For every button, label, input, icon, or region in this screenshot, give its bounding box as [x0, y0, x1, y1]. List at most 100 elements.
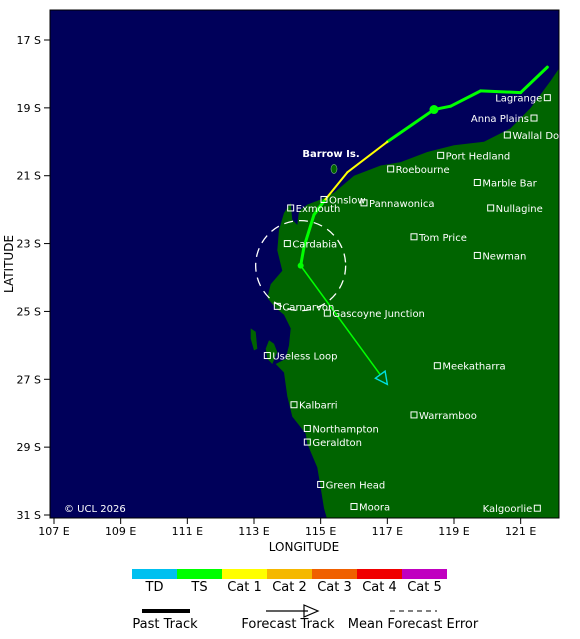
town-label: Anna Plains [471, 114, 529, 125]
x-axis-title: LONGITUDE [269, 540, 339, 554]
x-axis-ticks: 107 E 109 E 111 E 113 E 115 E 117 E 119 E 121 E [38, 518, 536, 538]
past-track-segment [302, 213, 316, 249]
town-label: Warramboo [419, 411, 477, 422]
legend-swatch [222, 569, 267, 579]
town-label: Pannawonica [369, 199, 435, 210]
legend-swatch [402, 569, 447, 579]
x-tick-label: 121 E [505, 525, 536, 538]
x-tick-label: 111 E [172, 525, 203, 538]
town-label: Nullagine [496, 204, 543, 215]
forecast-track [300, 265, 389, 386]
past-track-segment [346, 140, 389, 174]
y-tick-label: 21 S [17, 170, 41, 183]
past-track-segment [385, 108, 436, 144]
plot-frame [49, 9, 560, 519]
y-tick-label: 23 S [17, 238, 41, 251]
past-track [297, 65, 549, 269]
town-marker [473, 251, 481, 259]
forecast-track-line [300, 265, 381, 376]
town-marker [437, 151, 445, 159]
town-label: Moora [359, 503, 390, 514]
town-label: Carnarvon [282, 302, 334, 313]
y-tick-label: 17 S [17, 34, 41, 47]
town-label: Kalbarri [299, 401, 338, 412]
town-label: Port Hedland [446, 151, 511, 162]
town-label: Marble Bar [482, 179, 537, 190]
track-legend: Past Track Forecast Track Mean Forecast … [132, 604, 479, 632]
x-tick-label: 115 E [305, 525, 336, 538]
y-axis-title: LATITUDE [2, 235, 16, 293]
past-track-segment [312, 199, 326, 217]
town-marker [543, 94, 551, 102]
forecast-track-legend-label: Forecast Track [241, 617, 335, 632]
legend-swatch [357, 569, 402, 579]
town-marker [263, 352, 271, 360]
town-marker [350, 503, 358, 511]
town-marker [360, 199, 368, 207]
town-label: Wallal Downs [512, 131, 579, 142]
legend-category-label: TD [145, 580, 164, 595]
town-label: Lagrange [495, 94, 542, 105]
town-label: Newman [482, 251, 526, 262]
town-label: Onslow [329, 195, 366, 206]
x-tick-label: 113 E [238, 525, 269, 538]
town-label: Useless Loop [272, 352, 337, 363]
past-track-segment [449, 89, 483, 108]
australia-landmass [267, 68, 559, 518]
barrow-island-label: Barrow Is. [302, 149, 359, 160]
legend-category-label: Cat 3 [317, 580, 352, 595]
town-label: Geraldton [312, 438, 362, 449]
legend-swatch [267, 569, 312, 579]
legend-category-label: Cat 2 [272, 580, 307, 595]
town-marker [433, 362, 441, 370]
town-label: Northampton [312, 424, 379, 435]
town-marker [273, 302, 281, 310]
legend-category-label: Cat 1 [227, 580, 262, 595]
forecast-track-arrowhead [374, 369, 389, 386]
past-track-legend-label: Past Track [132, 617, 198, 632]
copyright-text: © UCL 2026 [64, 504, 126, 515]
legend-category-label: TS [190, 580, 207, 595]
category-legend: TD TS Cat 1 Cat 2 Cat 3 Cat 4 Cat 5 [132, 569, 447, 595]
forecast-track-legend-arrow [303, 604, 320, 618]
y-axis-ticks: 17 S 19 S 21 S 23 S 25 S 27 S 29 S 31 S [17, 34, 50, 522]
town-label: Cardabia [292, 240, 337, 251]
legend-category-label: Cat 4 [362, 580, 397, 595]
legend-swatch [312, 569, 357, 579]
town-marker [410, 233, 418, 241]
town-marker [323, 309, 331, 317]
town-marker [283, 240, 291, 248]
x-tick-label: 119 E [438, 525, 469, 538]
y-tick-label: 27 S [17, 373, 41, 386]
town-label: Exmouth [296, 204, 341, 215]
barrow-island [330, 164, 338, 174]
y-tick-label: 31 S [17, 509, 41, 522]
y-tick-label: 19 S [17, 102, 41, 115]
town-label: Green Head [326, 480, 386, 491]
past-track-segment [479, 89, 523, 95]
town-marker [287, 204, 295, 212]
town-marker [303, 438, 311, 446]
legend-swatch [132, 569, 177, 579]
town-marker [303, 424, 311, 432]
x-tick-label: 109 E [105, 525, 136, 538]
past-track-segment [323, 171, 349, 203]
town-marker [290, 401, 298, 409]
y-tick-label: 25 S [17, 305, 41, 318]
town-marker [503, 131, 511, 139]
town-marker [317, 480, 325, 488]
town-label: Tom Price [418, 233, 467, 244]
x-tick-label: 107 E [38, 525, 69, 538]
dirk-hartog-island [250, 328, 258, 351]
x-tick-label: 117 E [372, 525, 403, 538]
town-marker [533, 504, 541, 512]
past-track-segment [519, 65, 549, 95]
forecast-error-circle [255, 219, 347, 312]
past-track-segment [299, 245, 306, 268]
town-marker [320, 195, 328, 203]
legend-swatch [177, 569, 222, 579]
town-marker [410, 411, 418, 419]
error-legend-label: Mean Forecast Error [348, 617, 479, 632]
